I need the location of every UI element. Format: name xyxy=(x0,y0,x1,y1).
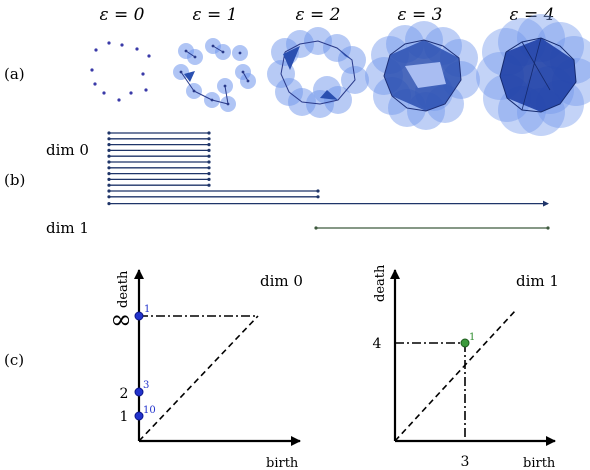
epsilon-label-2: ε = 2 xyxy=(296,5,341,25)
diagram0-point-1 xyxy=(134,411,144,421)
barcode-dim0-bar-medium-endpoint xyxy=(107,195,111,199)
diagram0-diagonal xyxy=(138,315,259,442)
panel-label-a: (a) xyxy=(4,65,25,83)
diagram1-xtick-3: 3 xyxy=(461,454,470,470)
diagram0-ylabel: death xyxy=(116,270,131,308)
diagram0-xlabel: birth xyxy=(266,456,299,470)
barcode-dim0-bar-short-endpoint xyxy=(107,154,111,158)
point-cloud-eps4 xyxy=(476,14,590,136)
barcode-dim0-bar-short-endpoint xyxy=(107,183,111,187)
diagram0-point-2 xyxy=(134,387,144,397)
barcode-dim0-label: dim 0 xyxy=(46,141,89,159)
barcode-dim0-bar-short-endpoint xyxy=(107,137,111,141)
diagram1-multiplicity: 1 xyxy=(469,332,475,343)
diagram0-ytick-1: 1 xyxy=(120,409,129,425)
barcode-dim0-bar-short-endpoint xyxy=(107,143,111,147)
diagram1-diagonal xyxy=(394,310,516,442)
diagram1-title: dim 1 xyxy=(516,272,559,290)
barcode-dim0-bar-short-endpoint xyxy=(207,143,211,147)
barcode-dim0-bar-medium-endpoint xyxy=(107,189,111,193)
epsilon-label-3: ε = 3 xyxy=(398,5,443,25)
barcode-dim0-bar-short-endpoint xyxy=(207,166,211,170)
epsilon-label-0: ε = 0 xyxy=(100,5,145,25)
barcode-dim0-bar-short-endpoint xyxy=(207,137,211,141)
barcode-dim0-bar-short-endpoint xyxy=(207,183,211,187)
barcode-dim1-bars xyxy=(314,226,550,230)
barcode-dim0-bar-short-endpoint xyxy=(207,148,211,152)
diagram0-multiplicity-2: 3 xyxy=(143,380,149,391)
diagram1-point xyxy=(460,338,470,348)
point-cloud-eps2 xyxy=(267,27,369,118)
barcode-dim0-bar-short-endpoint xyxy=(207,154,211,158)
diagram0-multiplicity-1: 10 xyxy=(143,405,156,416)
diagram0-multiplicity-infinity: 1 xyxy=(144,304,150,315)
barcode-dim0-bar-short-endpoint xyxy=(107,131,111,135)
epsilon-label-1: ε = 1 xyxy=(193,5,238,25)
barcode-dim0-bar-short-endpoint xyxy=(107,160,111,164)
diagram0-ytick-2: 2 xyxy=(120,386,129,402)
barcode-dim0-bar-short-endpoint xyxy=(107,148,111,152)
barcode-dim0-bar-short-endpoint xyxy=(207,131,211,135)
panel-label-c: (c) xyxy=(4,351,24,369)
diagram1-ylabel: death xyxy=(373,264,388,302)
epsilon-label-4: ε = 4 xyxy=(510,5,555,25)
point-cloud-eps1 xyxy=(173,38,256,112)
point-cloud-eps3 xyxy=(365,21,480,130)
barcode-dim0-bar-short-endpoint xyxy=(207,172,211,176)
diagram1-ytick-4: 4 xyxy=(373,336,382,352)
persistence-diagram-dim1: dim 1 death birth 4 3 1 xyxy=(373,264,559,470)
barcode-dim0-bar-short-endpoint xyxy=(207,177,211,181)
barcode-dim0-bar-infinite-endpoint xyxy=(107,202,111,206)
barcode-dim1-bar-endpoint xyxy=(546,226,550,230)
barcode-dim1-label: dim 1 xyxy=(46,219,89,237)
barcode-dim0-bar-short-endpoint xyxy=(107,172,111,176)
diagram0-point-infinity xyxy=(134,311,144,321)
barcode-dim0-bars xyxy=(107,131,549,207)
persistence-diagram-dim0: dim 0 death birth ∞ 2 1 1 3 10 xyxy=(110,269,303,470)
barcode-dim0-bar-short-endpoint xyxy=(107,177,111,181)
point-cloud-eps0 xyxy=(90,41,151,102)
barcode-dim0-bar-medium-endpoint xyxy=(316,189,320,193)
barcode-dim0-bar-short-endpoint xyxy=(107,166,111,170)
barcode-dim0-bar-medium-endpoint xyxy=(316,195,320,199)
diagram0-title: dim 0 xyxy=(260,272,303,290)
barcode-dim1-bar-endpoint xyxy=(314,226,318,230)
diagram1-xlabel: birth xyxy=(523,456,556,470)
barcode-dim0-bar-short-endpoint xyxy=(207,160,211,164)
panel-label-b: (b) xyxy=(4,171,25,189)
diagram0-ytick-infinity: ∞ xyxy=(110,305,132,335)
